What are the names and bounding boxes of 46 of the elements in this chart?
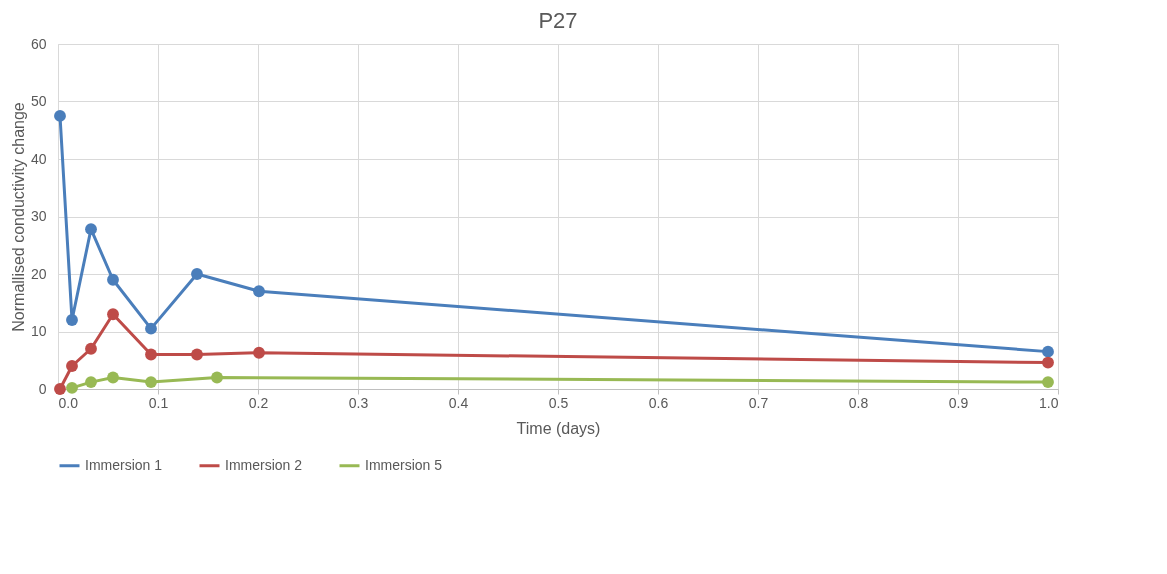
legend-label: Immersion 5 (365, 456, 443, 473)
y-tick-label: 60 (30, 35, 47, 52)
point (85, 342, 97, 355)
point (54, 109, 66, 122)
point (191, 348, 203, 361)
y-tick-label: 30 (30, 208, 47, 224)
y-axis-title: Normallised conductivity change (9, 102, 27, 332)
point (54, 383, 66, 395)
point (66, 381, 78, 394)
point (191, 268, 203, 280)
y-tick-label: 0 (38, 380, 47, 397)
point (1042, 376, 1054, 388)
x-tick-label: 0.5 (548, 394, 569, 411)
y-tick-label: 20 (30, 265, 47, 282)
point (85, 376, 97, 388)
point (253, 346, 265, 359)
point (85, 223, 97, 236)
legend-label: Immersion 1 (85, 456, 163, 473)
x-tick-label: 0.6 (648, 394, 669, 411)
x-tick-label: 0.2 (248, 394, 269, 411)
point (1042, 356, 1054, 369)
legend-label: Immersion 2 (225, 456, 303, 473)
point (66, 360, 78, 372)
y-tick-label: 50 (30, 93, 47, 109)
point (145, 348, 157, 361)
point (1042, 345, 1054, 358)
point (145, 322, 157, 335)
x-axis-title: Time (days) (516, 419, 601, 437)
point (145, 376, 157, 388)
point (211, 371, 223, 384)
x-tick-label: 0.4 (448, 394, 469, 411)
y-tick-label: 40 (30, 150, 47, 167)
x-tick-label: 0.8 (848, 394, 869, 411)
x-tick-label: 0.3 (348, 394, 369, 411)
point (107, 273, 119, 286)
point (107, 308, 119, 321)
point (66, 314, 78, 326)
point (253, 285, 265, 298)
point (107, 371, 119, 384)
x-tick-label: 0.7 (748, 394, 769, 411)
x-tick-label: 0.9 (948, 394, 969, 411)
y-tick-label: 10 (30, 323, 47, 339)
chart-title: P27 (538, 8, 578, 33)
x-tick-label: 0.1 (148, 394, 169, 411)
x-tick-label: 1.0 (1039, 394, 1059, 411)
x-tick-label: 0.0 (58, 394, 79, 411)
